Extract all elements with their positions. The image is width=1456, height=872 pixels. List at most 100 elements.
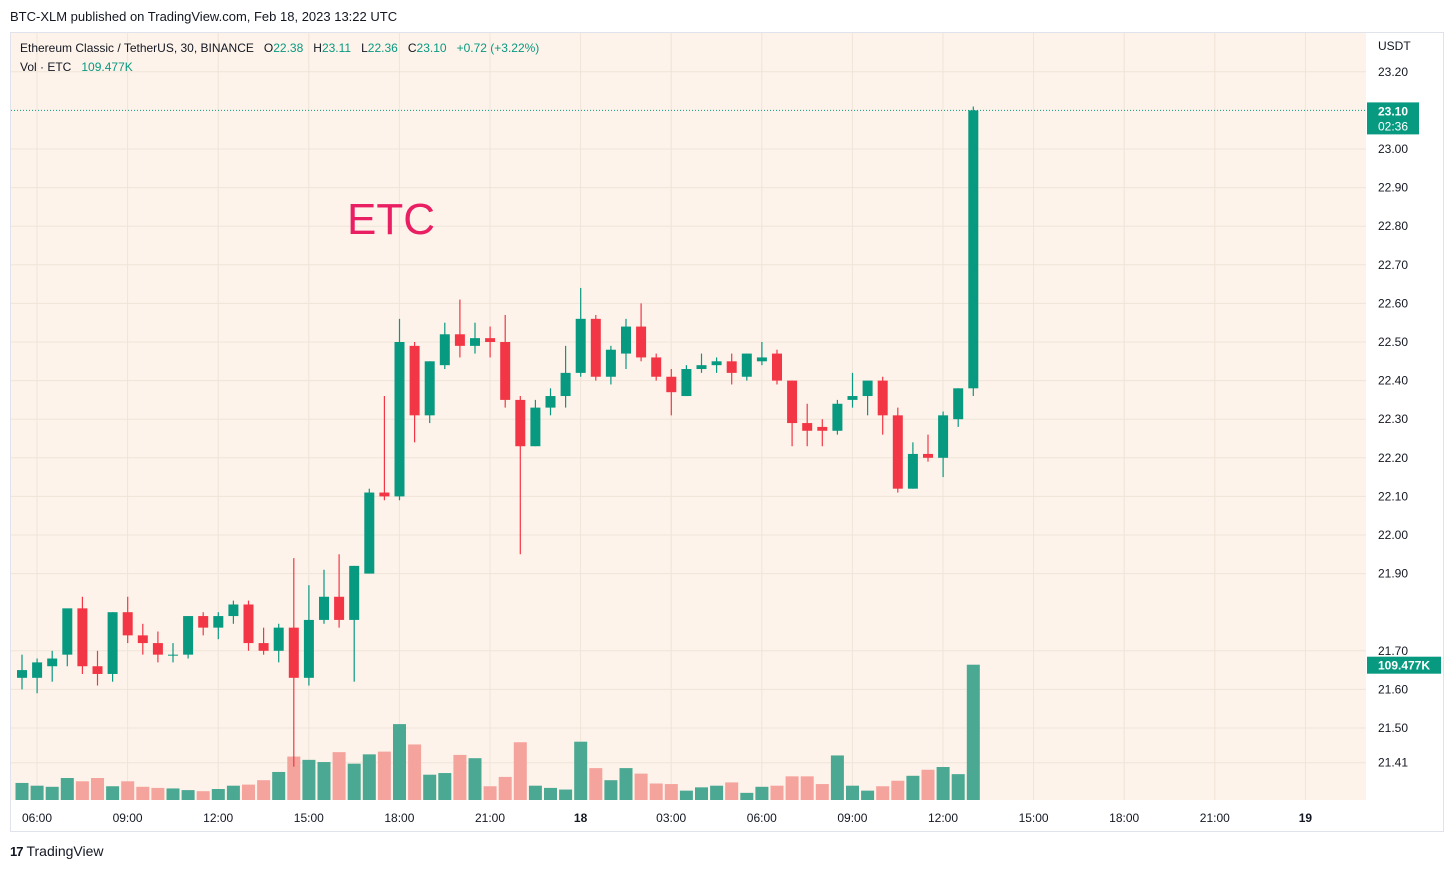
price-tick-label: 22.70 [1378, 258, 1408, 272]
time-tick-label: 18:00 [1109, 811, 1139, 825]
time-tick-label: 15:00 [1019, 811, 1049, 825]
time-tick-label: 18:00 [384, 811, 414, 825]
time-tick-label: 19 [1299, 811, 1313, 825]
volume-bar [876, 786, 890, 800]
volume-bar [151, 787, 165, 800]
candle-body [877, 380, 888, 416]
volume-bar [861, 790, 875, 800]
candle-body [288, 627, 299, 678]
candle-body [439, 334, 450, 366]
candles [17, 106, 979, 767]
legend-price-row: Ethereum Classic / TetherUS, 30, BINANCE… [20, 39, 539, 58]
legend-volume-row: Vol · ETC 109.477K [20, 58, 539, 77]
candle-body [938, 415, 949, 458]
volume-bar [468, 758, 482, 800]
volume-bar [921, 769, 935, 800]
volume-label[interactable]: Vol · ETC [20, 60, 72, 74]
volume-bar [936, 767, 950, 800]
time-tick-label: 06:00 [22, 811, 52, 825]
candle-body [424, 361, 435, 416]
candle-body [817, 426, 828, 431]
price-tick-label: 22.30 [1378, 412, 1408, 426]
price-tick-label: 22.90 [1378, 181, 1408, 195]
candle-body [711, 361, 722, 366]
open-label: O [263, 41, 274, 55]
candle-body [787, 380, 798, 424]
candle-body [923, 453, 933, 458]
volume-bar [800, 776, 814, 800]
time-tick-label: 18 [574, 811, 588, 825]
candle-body [545, 396, 556, 408]
chart-frame[interactable] [10, 32, 1444, 832]
candle-body [636, 326, 647, 358]
etc-annotation[interactable]: ETC [347, 195, 435, 244]
price-tick-label: 22.10 [1378, 489, 1408, 503]
candle-body [575, 318, 586, 373]
candle-body [741, 353, 752, 377]
price-axis[interactable]: 23.20 23.00 22.90 22.80 22.70 22.60 22.50 22.40… [1378, 39, 1411, 770]
volume-value: 109.477K [81, 60, 133, 74]
candle-body [621, 326, 631, 354]
volume-bar [740, 792, 754, 800]
volume-bar [196, 791, 210, 800]
time-axis[interactable]: 06:00 09:00 12:00 15:00 18:00 21:00 18 03:00 06:… [22, 811, 1312, 825]
candle-body [62, 608, 73, 655]
price-tick-label: 23.20 [1378, 65, 1408, 79]
low-label: L [361, 41, 368, 55]
time-tick-label: 09:00 [837, 811, 867, 825]
volume-bar [106, 786, 120, 800]
candle-body [953, 388, 964, 420]
candle-body [334, 596, 345, 620]
volume-bar [755, 786, 769, 800]
symbol-name[interactable]: Ethereum Classic / TetherUS, 30, BINANCE [20, 41, 254, 55]
candle-body [802, 423, 813, 431]
candle-body [303, 619, 314, 678]
candle-body [968, 110, 979, 389]
volume-bar [377, 751, 391, 800]
volume-bar [574, 741, 588, 800]
volume-bar [498, 776, 512, 800]
volume-bar [272, 771, 286, 800]
candle-body [485, 338, 496, 342]
volume-bar [15, 782, 29, 800]
volume-bar [891, 780, 905, 800]
candle-body [273, 627, 284, 651]
volume-bar [453, 754, 467, 800]
volume-bar [362, 754, 376, 800]
time-tick-label: 12:00 [203, 811, 233, 825]
price-tick-label: 22.80 [1378, 219, 1408, 233]
volume-bar [302, 759, 316, 800]
candle-body [349, 565, 360, 620]
last-volume-badge [1367, 656, 1441, 674]
candle-body [394, 342, 405, 497]
footer-branding[interactable]: 17 TradingView [10, 843, 104, 859]
volume-bar [951, 774, 965, 800]
candle-body [772, 353, 782, 381]
volume-bar [393, 724, 406, 800]
candle-body [470, 338, 480, 346]
volume-bar [559, 789, 573, 800]
volume-bar [181, 790, 195, 800]
candle-body [560, 372, 571, 397]
candle-body [681, 369, 692, 397]
time-tick-label: 15:00 [294, 811, 324, 825]
candle-body [666, 376, 677, 393]
volume-bar [30, 785, 44, 800]
volume-bar [619, 768, 633, 800]
open-value: 22.38 [273, 41, 304, 55]
volume-bar [438, 773, 452, 800]
volume-bar [317, 762, 331, 800]
brand-name: TradingView [26, 843, 104, 859]
volume-bar [725, 782, 739, 800]
price-tick-label: 21.50 [1378, 721, 1408, 735]
last-price-label: 23.10 [1378, 104, 1408, 118]
time-tick-label: 09:00 [113, 811, 143, 825]
legend: Ethereum Classic / TetherUS, 30, BINANCE… [20, 39, 539, 77]
volume-bar [589, 768, 603, 800]
candle-body [32, 662, 43, 678]
change-value: +0.72 (+3.22%) [456, 41, 540, 55]
volume-bar [408, 744, 422, 800]
volume-bar [483, 786, 497, 800]
candle-body [832, 403, 843, 431]
